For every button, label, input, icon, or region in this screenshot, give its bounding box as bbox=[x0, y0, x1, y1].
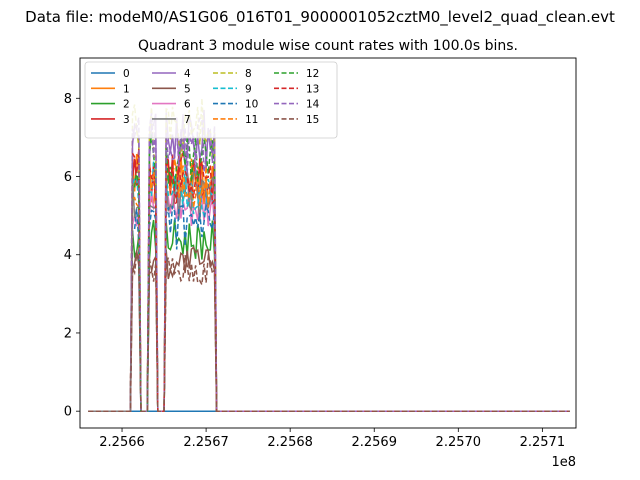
legend-label: 14 bbox=[306, 99, 320, 111]
series-line-3 bbox=[88, 150, 570, 412]
legend-label: 13 bbox=[306, 83, 319, 95]
x-tick-label: 2.2566 bbox=[99, 435, 145, 450]
axes-frame bbox=[79, 57, 577, 429]
x-tick-label: 2.2567 bbox=[183, 435, 229, 450]
legend-label: 12 bbox=[306, 68, 319, 80]
legend-label: 11 bbox=[245, 114, 258, 126]
legend-label: 9 bbox=[245, 83, 252, 95]
legend-label: 1 bbox=[123, 83, 130, 95]
y-tick-label: 2 bbox=[64, 326, 72, 341]
series-line-1 bbox=[88, 153, 570, 412]
series-line-9 bbox=[88, 161, 570, 412]
figure-suptitle: Data file: modeM0/AS1G06_016T01_90000010… bbox=[25, 8, 615, 27]
y-tick-label: 0 bbox=[64, 405, 72, 420]
chart-title: Quadrant 3 module wise count rates with … bbox=[138, 38, 518, 54]
x-tick-label: 2.2571 bbox=[520, 435, 566, 450]
legend-label: 7 bbox=[184, 114, 191, 126]
series-line-8 bbox=[88, 98, 570, 412]
series-line-12 bbox=[88, 134, 570, 412]
series-line-4 bbox=[88, 109, 570, 412]
series-line-14 bbox=[88, 113, 570, 412]
legend-label: 3 bbox=[123, 114, 130, 126]
x-axis: 2.2566 2.2567 2.2568 2.2569 2.2570 2.2571 bbox=[99, 428, 565, 450]
legend-label: 6 bbox=[184, 99, 191, 111]
series-line-2 bbox=[88, 219, 570, 412]
legend-label: 15 bbox=[306, 114, 319, 126]
x-tick-label: 2.2568 bbox=[267, 435, 313, 450]
series-line-11 bbox=[88, 158, 570, 412]
series-line-10 bbox=[88, 202, 570, 412]
legend-label: 0 bbox=[123, 68, 130, 80]
x-offset-label: 1e8 bbox=[551, 455, 576, 470]
x-tick-label: 2.2570 bbox=[436, 435, 482, 450]
plot-area bbox=[79, 57, 577, 429]
series-line-13 bbox=[88, 149, 570, 412]
series-line-6 bbox=[88, 186, 570, 412]
legend-label: 8 bbox=[245, 68, 252, 80]
series-line-15 bbox=[88, 251, 570, 412]
series-line-7 bbox=[88, 170, 570, 412]
legend-label: 5 bbox=[184, 83, 191, 95]
legend-label: 2 bbox=[123, 99, 130, 111]
series-line-5 bbox=[88, 246, 570, 412]
y-tick-label: 6 bbox=[64, 170, 72, 185]
legend-label: 4 bbox=[184, 68, 191, 80]
series-layer bbox=[88, 98, 570, 412]
y-axis: 0 2 4 6 8 bbox=[64, 92, 80, 420]
x-tick-label: 2.2569 bbox=[351, 435, 397, 450]
legend-label: 10 bbox=[245, 99, 258, 111]
y-tick-label: 8 bbox=[64, 92, 72, 107]
y-tick-label: 4 bbox=[64, 248, 72, 263]
